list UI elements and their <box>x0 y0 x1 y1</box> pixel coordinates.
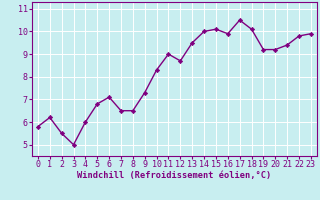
X-axis label: Windchill (Refroidissement éolien,°C): Windchill (Refroidissement éolien,°C) <box>77 171 272 180</box>
